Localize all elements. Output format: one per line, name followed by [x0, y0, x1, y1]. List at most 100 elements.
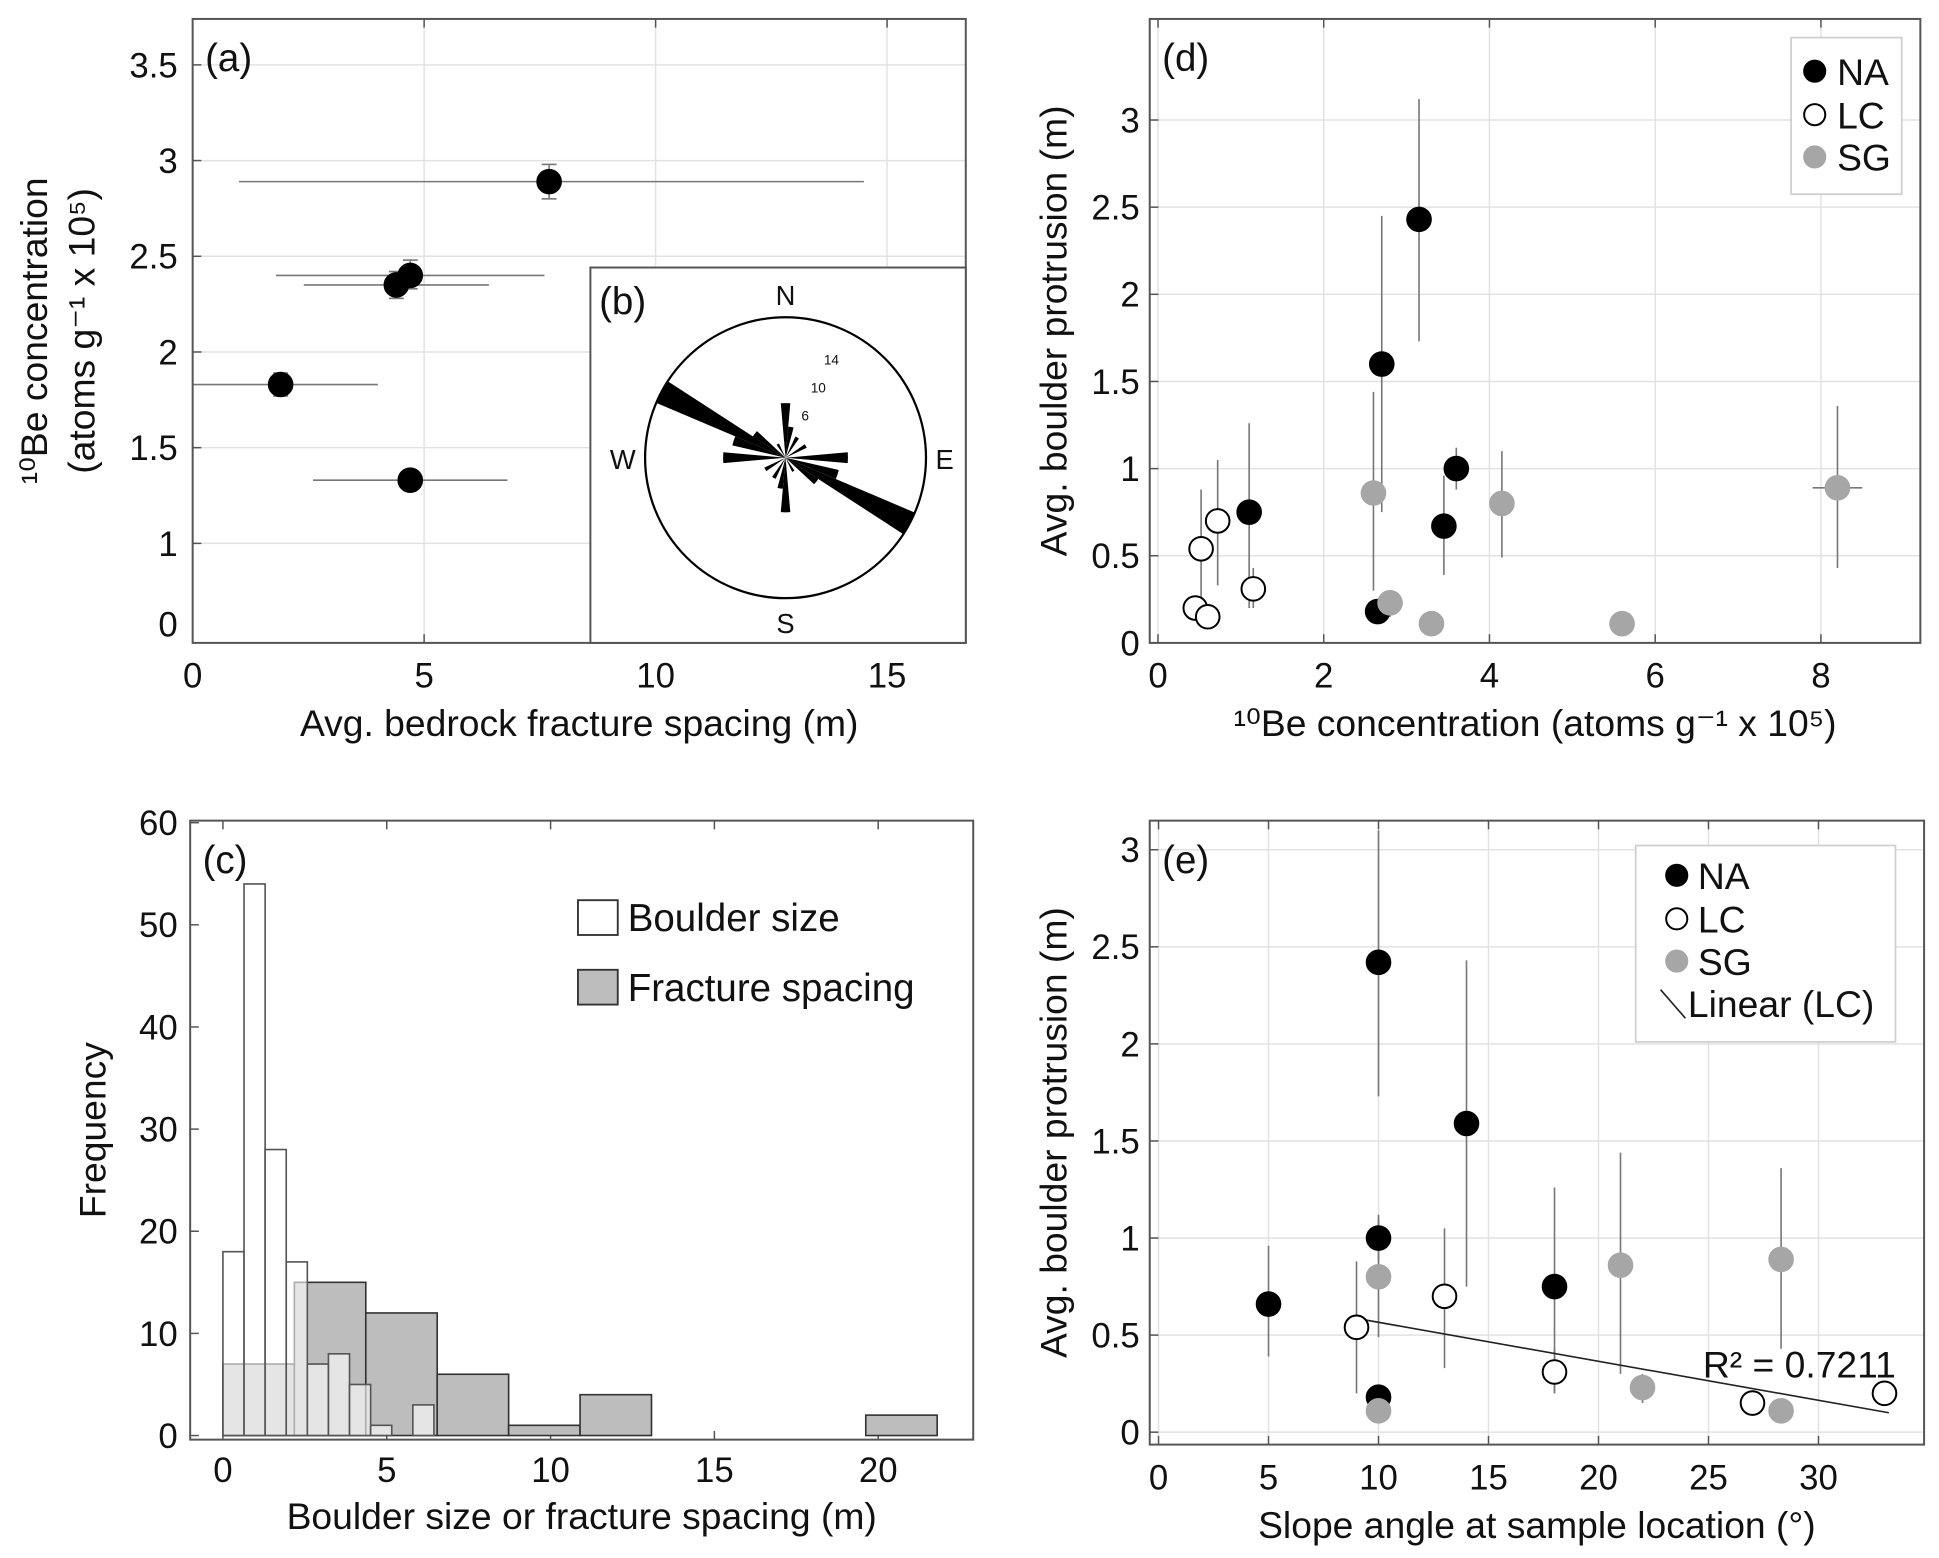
x-tick-label: 0: [213, 1451, 232, 1490]
direction-label-n: N: [776, 280, 796, 311]
data-point-filled-black: [536, 168, 562, 195]
bar-boulder-size: [327, 1353, 351, 1437]
data-point-filled-black: [383, 272, 410, 298]
y-axis-label: Avg. boulder protrusion (m): [1032, 907, 1074, 1358]
data-point-filled-black: [1236, 499, 1262, 525]
y-tick-label: 40: [139, 1008, 178, 1047]
y-axis-label: (atoms g⁻¹ x 10⁵): [60, 188, 102, 474]
y-tick-label: 0: [158, 606, 177, 645]
x-axis-label: Boulder size or fracture spacing (m): [287, 1495, 877, 1537]
y-axis-label: ¹⁰Be concentration: [13, 177, 55, 484]
x-tick-label: 10: [636, 657, 675, 696]
y-tick-label: 2.5: [1091, 189, 1139, 228]
r-squared-annotation: R² = 0.7211: [1703, 1343, 1896, 1385]
data-point-filled-black: [1541, 1273, 1568, 1300]
legend-line-linear-lc: [1659, 989, 1687, 1019]
panel-label: (a): [205, 37, 252, 80]
axes-frame: [1148, 17, 1922, 644]
panel-label: (b): [599, 281, 646, 324]
y-tick-label: 1: [158, 525, 177, 564]
data-point-filled-gray: [1377, 590, 1403, 616]
y-axis-label: Frequency: [72, 1042, 114, 1218]
data-point-filled-black: [1365, 1225, 1392, 1251]
data-point-open: [1204, 508, 1231, 534]
legend-swatch: [577, 968, 619, 1006]
panel-label: (c): [203, 839, 248, 882]
data-point-filled-black: [1431, 513, 1457, 539]
data-point-filled-gray: [1768, 1246, 1794, 1273]
legend: Boulder size Fracture spacing: [577, 897, 915, 1010]
x-tick-label: 30: [1799, 1458, 1838, 1497]
data-point-open: [1188, 535, 1214, 562]
y-tick-label: 30: [139, 1111, 178, 1150]
rose-petal: [776, 443, 786, 458]
x-tick-label: 5: [1259, 1458, 1278, 1497]
data-point-open: [1194, 603, 1221, 630]
y-tick-label: 20: [139, 1213, 178, 1252]
y-tick-label: 3: [158, 142, 177, 181]
data-point-filled-gray: [1609, 610, 1635, 637]
legend-marker-sg: [1803, 145, 1827, 169]
data-point-filled-black: [1443, 455, 1470, 482]
x-tick-label: 0: [1148, 657, 1167, 696]
data-point-filled-gray: [1824, 474, 1851, 501]
data-point-open: [1240, 576, 1267, 602]
x-tick-label: 10: [1359, 1458, 1398, 1497]
legend-swatch: [577, 899, 619, 936]
bar-boulder-size: [264, 1148, 288, 1437]
rose-petal: [785, 452, 848, 464]
rose-ring-label: 10: [811, 380, 827, 395]
legend-label-lc: LC: [1837, 94, 1885, 136]
y-tick-label: 60: [139, 804, 178, 843]
bar-boulder-size: [369, 1424, 393, 1437]
bar-boulder-size: [412, 1404, 435, 1437]
x-tick-label: 0: [1149, 1458, 1168, 1497]
y-tick-label: 1.5: [1091, 1122, 1139, 1161]
y-tick-label: 0.5: [1091, 1317, 1139, 1356]
legend-label-sg: SG: [1698, 941, 1752, 983]
bar-boulder-size: [243, 883, 266, 1437]
bar-fracture-spacing: [579, 1393, 653, 1437]
y-tick-label: 10: [139, 1315, 178, 1354]
data-point-filled-black: [397, 467, 424, 494]
legend-label-na: NA: [1698, 855, 1750, 897]
rose-petal: [785, 457, 915, 535]
data-point-filled-black: [1406, 206, 1432, 233]
data-point-filled-gray: [1768, 1398, 1794, 1424]
rose-petal: [656, 381, 786, 458]
y-tick-label: 50: [139, 906, 178, 945]
y-tick-label: 1: [1120, 1219, 1139, 1258]
data-point-filled-gray: [1418, 610, 1445, 637]
panel-b-inset: 610 14 N S W E (b): [589, 266, 967, 644]
x-tick-label: 25: [1689, 1458, 1728, 1497]
axes-frame: [189, 819, 975, 1441]
data-point-open: [1871, 1380, 1898, 1407]
y-tick-label: 0: [1120, 1414, 1139, 1453]
data-point-filled-gray: [1629, 1374, 1656, 1401]
y-tick-label: 3: [1120, 831, 1139, 870]
data-point-filled-black: [1255, 1291, 1282, 1317]
data-point-filled-gray: [1365, 1398, 1392, 1424]
rose-petal: [732, 436, 786, 458]
y-tick-label: 2: [1120, 1025, 1139, 1064]
rose-petal: [780, 457, 791, 513]
y-tick-label: 3: [1120, 101, 1139, 140]
y-axis-label: Avg. boulder protrusion (m): [1032, 105, 1074, 556]
rose-outer-circle: [643, 316, 928, 600]
rose-petal: [772, 457, 786, 479]
x-tick-label: 4: [1480, 657, 1499, 696]
y-tick-label: 1.5: [1091, 363, 1139, 402]
x-tick-label: 5: [414, 657, 433, 696]
y-tick-label: 2.5: [129, 238, 177, 277]
legend-marker-lc: [1665, 907, 1689, 931]
legend-label: Boulder size: [628, 897, 840, 940]
legend-label-sg: SG: [1837, 137, 1891, 179]
bar-boulder-size: [222, 1250, 245, 1437]
data-point-open: [1541, 1359, 1568, 1385]
axes-frame: [1148, 819, 1926, 1446]
x-tick-label: 0: [183, 657, 202, 696]
data-point-filled-gray: [1365, 1264, 1392, 1290]
y-tick-label: 0: [158, 1417, 177, 1456]
rose-petal: [723, 452, 786, 464]
y-tick-label: 2: [1120, 276, 1139, 315]
